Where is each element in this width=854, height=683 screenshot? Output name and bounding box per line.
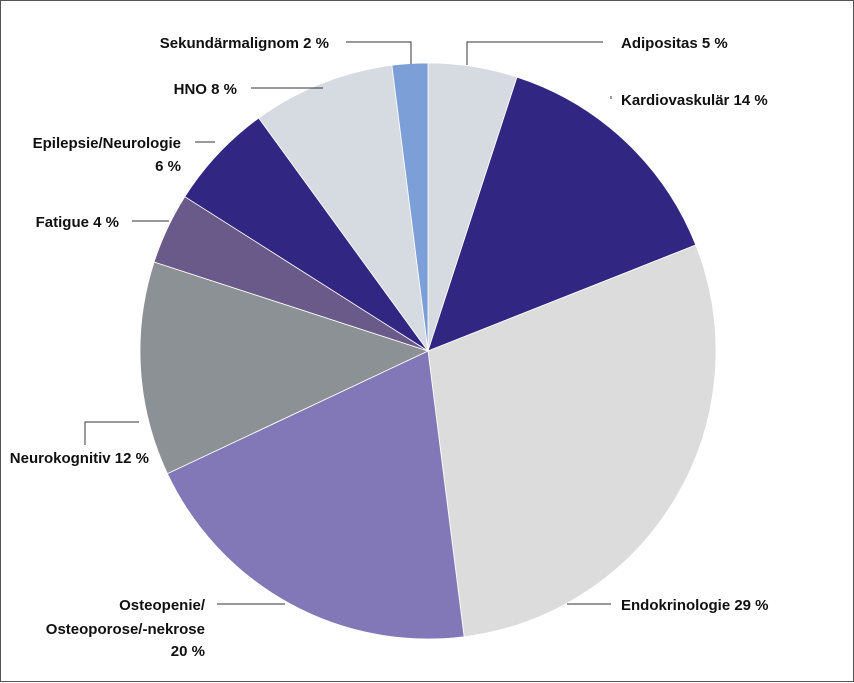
label-osteopenie-line1: Osteopenie/ [119, 597, 206, 614]
pie-slice-endokrinologie [427, 244, 717, 638]
slice-labels: Adipositas 5 % Kardiovaskulär 14 % Endok… [10, 35, 769, 660]
pie-slice-hno [258, 64, 429, 352]
label-endokrinologie: Endokrinologie 29 % [621, 597, 769, 614]
label-osteopenie-line2: Osteoporose/-nekrose [46, 621, 205, 638]
label-epilepsie-line2: 6 % [155, 158, 181, 175]
label-kardiovaskulaer: Kardiovaskulär 14 % [621, 92, 768, 109]
pie-slice-neurokognitiv [139, 261, 430, 475]
pie-slice-osteopenie [166, 350, 465, 640]
label-neurokognitiv: Neurokognitiv 12 % [10, 450, 149, 467]
pie-slices [139, 62, 717, 640]
pie-slice-kardiovaskulr [427, 76, 697, 352]
label-hno: HNO 8 % [174, 81, 237, 98]
pie-slice-sekundrmalignom [391, 62, 429, 352]
label-sekundaermalignom: Sekundärmalignom 2 % [160, 35, 329, 52]
leader-sekundaermalignom [346, 41, 412, 64]
leader-adipositas [466, 41, 603, 65]
label-osteopenie-line3: 20 % [171, 643, 205, 660]
label-epilepsie-line1: Epilepsie/Neurologie [33, 135, 181, 152]
label-fatigue: Fatigue 4 % [36, 214, 119, 231]
leader-neurokognitiv [84, 421, 139, 445]
leader-lines [84, 41, 612, 605]
label-adipositas: Adipositas 5 % [621, 35, 728, 52]
